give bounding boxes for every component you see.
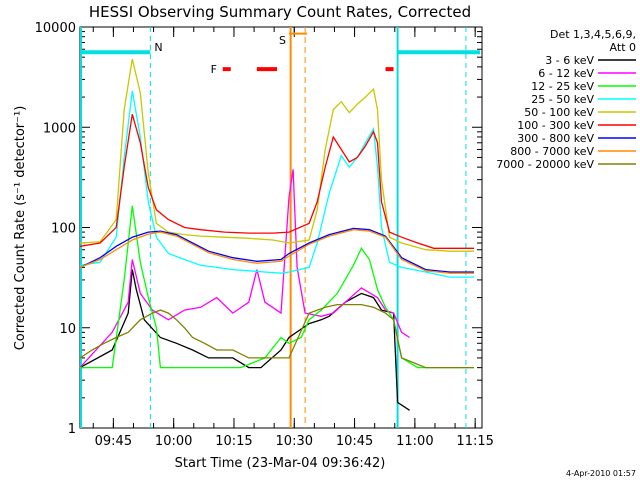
night-label: N — [154, 41, 162, 54]
x-tick-label: 11:00 — [396, 434, 433, 449]
y-tick-label: 10000 — [35, 21, 76, 36]
series-line — [79, 303, 474, 369]
legend-entry-label: 3 - 6 keV — [545, 54, 594, 67]
x-tick-label: 10:45 — [336, 434, 373, 449]
series-layer — [79, 58, 474, 411]
y-tick-label: 1000 — [43, 121, 76, 136]
y-tick-label: 100 — [51, 222, 76, 237]
overlays: N S F — [80, 27, 480, 428]
y-tick-label: 1 — [68, 422, 76, 437]
y-axis-label: Corrected Count Rate (s⁻¹ detector⁻¹) — [13, 106, 28, 351]
series-line — [79, 229, 474, 274]
plot-axes — [79, 26, 483, 429]
legend-entry-label: 300 - 800 keV — [517, 132, 594, 145]
legend-entry-label: 50 - 100 keV — [524, 106, 594, 119]
tick-labels: 1 10 100 1000 10000 09:45 10:00 10:15 10:30 10:45… — [35, 21, 494, 449]
legend-entry-label: 12 - 25 keV — [531, 80, 594, 93]
legend-entry-label: 7000 - 20000 keV — [496, 158, 594, 171]
chart-title: HESSI Observing Summary Count Rates, Cor… — [89, 3, 471, 21]
x-tick-label: 11:15 — [456, 434, 493, 449]
x-tick-label: 10:30 — [276, 434, 313, 449]
legend-entry-label: 25 - 50 keV — [531, 93, 594, 106]
legend-entry-label: 6 - 12 keV — [538, 67, 594, 80]
footer-date: 4-Apr-2010 01:57 — [566, 469, 636, 478]
legend-header-detectors: Det 1,3,4,5,6,9, — [550, 28, 636, 41]
series-line — [79, 269, 410, 411]
series-line — [79, 58, 474, 252]
series-line — [79, 114, 474, 249]
series-line — [79, 169, 410, 369]
x-tick-label: 10:00 — [155, 434, 192, 449]
series-line — [80, 205, 474, 369]
legend-entry-label: 100 - 300 keV — [517, 119, 594, 132]
x-tick-label: 10:15 — [215, 434, 252, 449]
series-line — [79, 227, 474, 273]
legend-header-attenuator: Att 0 — [610, 41, 636, 54]
y-tick-label: 10 — [59, 322, 76, 337]
x-axis-label: Start Time (23-Mar-04 09:36:42) — [175, 456, 386, 471]
saa-label: S — [279, 34, 286, 47]
x-tick-label: 09:45 — [95, 434, 132, 449]
flare-label: F — [211, 63, 217, 76]
legend-entry-label: 800 - 7000 keV — [510, 145, 594, 158]
